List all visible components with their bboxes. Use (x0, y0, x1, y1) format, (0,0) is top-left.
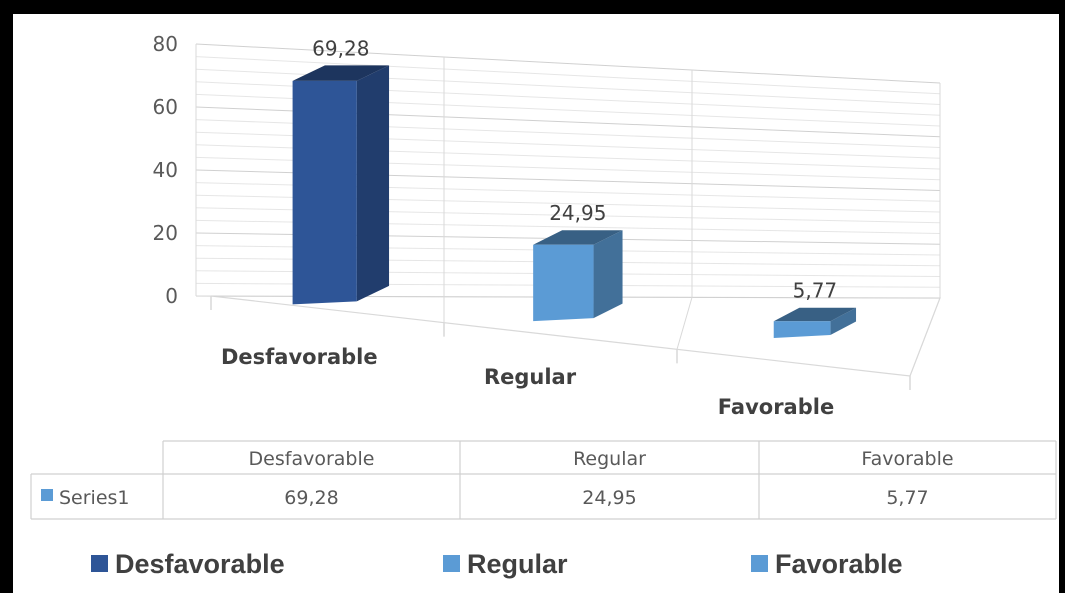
legend-label: Desfavorable (115, 549, 285, 579)
legend-label: Regular (467, 549, 568, 579)
bar-chart-3d: 80 60 40 20 0 69,28 24,95 5,77 Desfavorable Reg… (30, 32, 1057, 579)
table-header-cell: Desfavorable (249, 448, 375, 470)
bar-side (356, 65, 390, 302)
chart-frame: 80 60 40 20 0 69,28 24,95 5,77 Desfavorable Reg… (13, 14, 1059, 593)
bar-favorable (773, 307, 857, 338)
category-label: Regular (484, 365, 577, 389)
floor-divider (909, 297, 941, 377)
bar-front (773, 321, 831, 338)
data-label: 24,95 (549, 201, 606, 225)
y-tick-label: 80 (153, 32, 178, 56)
legend-label: Favorable (775, 549, 903, 579)
data-label: 5,77 (793, 279, 838, 303)
category-label: Desfavorable (221, 345, 378, 369)
bar-side (830, 307, 857, 335)
data-labels: 69,28 24,95 5,77 (312, 36, 837, 302)
legend: Desfavorable Regular Favorable (91, 549, 903, 579)
y-tick-label: 20 (153, 221, 178, 245)
table-series-key (41, 489, 53, 501)
y-axis-ticks: 80 60 40 20 0 (153, 32, 178, 308)
bar-regular (533, 230, 623, 322)
table-header-cell: Regular (573, 448, 646, 470)
table-value-cell: 69,28 (284, 487, 338, 509)
y-tick-label: 40 (153, 158, 178, 182)
bar-top (773, 307, 857, 322)
category-label: Favorable (718, 395, 834, 419)
legend-swatch (751, 555, 768, 572)
legend-swatch (443, 555, 460, 572)
category-labels: Desfavorable Regular Favorable (221, 345, 834, 419)
table-value-cell: 5,77 (886, 487, 928, 509)
table-value-cell: 24,95 (582, 487, 636, 509)
bar-top (533, 230, 623, 245)
legend-swatch (91, 555, 108, 572)
gridline (195, 43, 941, 84)
bars (292, 65, 857, 338)
bar-side (593, 230, 623, 319)
table-series-label: Series1 (59, 487, 130, 509)
gridline (195, 56, 941, 95)
bar-front (533, 244, 594, 322)
y-tick-label: 0 (165, 284, 178, 308)
floor-divider (676, 297, 693, 350)
y-tick-label: 60 (153, 95, 178, 119)
bar-front (292, 80, 357, 305)
data-label: 69,28 (312, 36, 369, 60)
data-table: Desfavorable 69,28 Regular 24,95 Favorable 5,… (30, 440, 1057, 520)
bar-top (292, 65, 390, 81)
bar-desfavorable (292, 65, 390, 305)
table-header-cell: Favorable (861, 448, 953, 470)
